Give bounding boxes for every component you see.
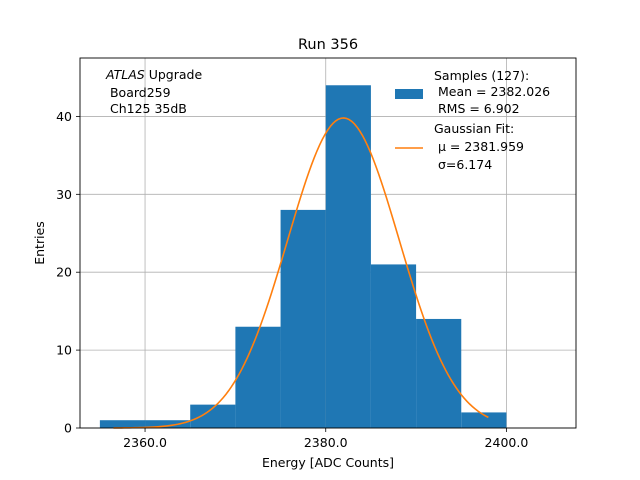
x-axis-label: Energy [ADC Counts] (262, 455, 394, 470)
histogram-bar-0 (99, 420, 146, 428)
annotation-line-1: ATLAS Upgrade (105, 67, 202, 82)
histogram-bar-1 (145, 420, 191, 428)
annotation-board: Board259 (106, 85, 171, 100)
annotation-channel: Ch125 35dB (106, 101, 187, 116)
y-axis-label: Entries (32, 221, 47, 265)
y-tick-label: 20 (56, 265, 72, 280)
legend-samples-title: Samples (127): (434, 68, 529, 83)
histogram-bar-7 (416, 318, 462, 428)
annotation-upgrade: Upgrade (145, 67, 203, 82)
histogram-bar-2 (190, 404, 236, 428)
histogram-bar-5 (325, 85, 371, 429)
y-tick-label: 0 (64, 421, 72, 436)
histogram-bar-3 (235, 326, 281, 428)
legend-fit-mu: μ = 2381.959 (434, 139, 524, 154)
histogram-bar-4 (280, 209, 326, 428)
y-tick-label: 30 (56, 187, 72, 202)
x-axis-ticks: 2360.0 2380.0 2400.0 (123, 428, 528, 450)
x-tick-label: 2360.0 (123, 435, 167, 450)
legend: Samples (127): Mean = 2382.026 RMS = 6.9… (395, 68, 550, 172)
legend-fit-sigma: σ=6.174 (434, 157, 492, 172)
histogram-bar-6 (370, 264, 417, 428)
y-tick-label: 40 (56, 109, 72, 124)
y-axis-ticks: 0 10 20 30 40 (56, 109, 80, 436)
legend-fit-title: Gaussian Fit: (434, 121, 514, 136)
atlas-annotation: ATLAS Upgrade Board259 Ch125 35dB (105, 67, 202, 116)
gaussian-fit-curve (113, 117, 489, 429)
histogram-bar-8 (461, 412, 507, 428)
legend-samples-rms: RMS = 6.902 (434, 101, 520, 116)
x-tick-label: 2400.0 (485, 435, 529, 450)
legend-samples-mean: Mean = 2382.026 (434, 84, 550, 99)
y-tick-label: 10 (56, 343, 72, 358)
x-tick-label: 2380.0 (304, 435, 348, 450)
legend-samples-swatch (395, 89, 423, 99)
plot-frame (79, 57, 577, 429)
histogram-bars (99, 85, 507, 429)
chart-title: Run 356 (298, 37, 358, 53)
annotation-atlas: ATLAS (105, 67, 145, 82)
